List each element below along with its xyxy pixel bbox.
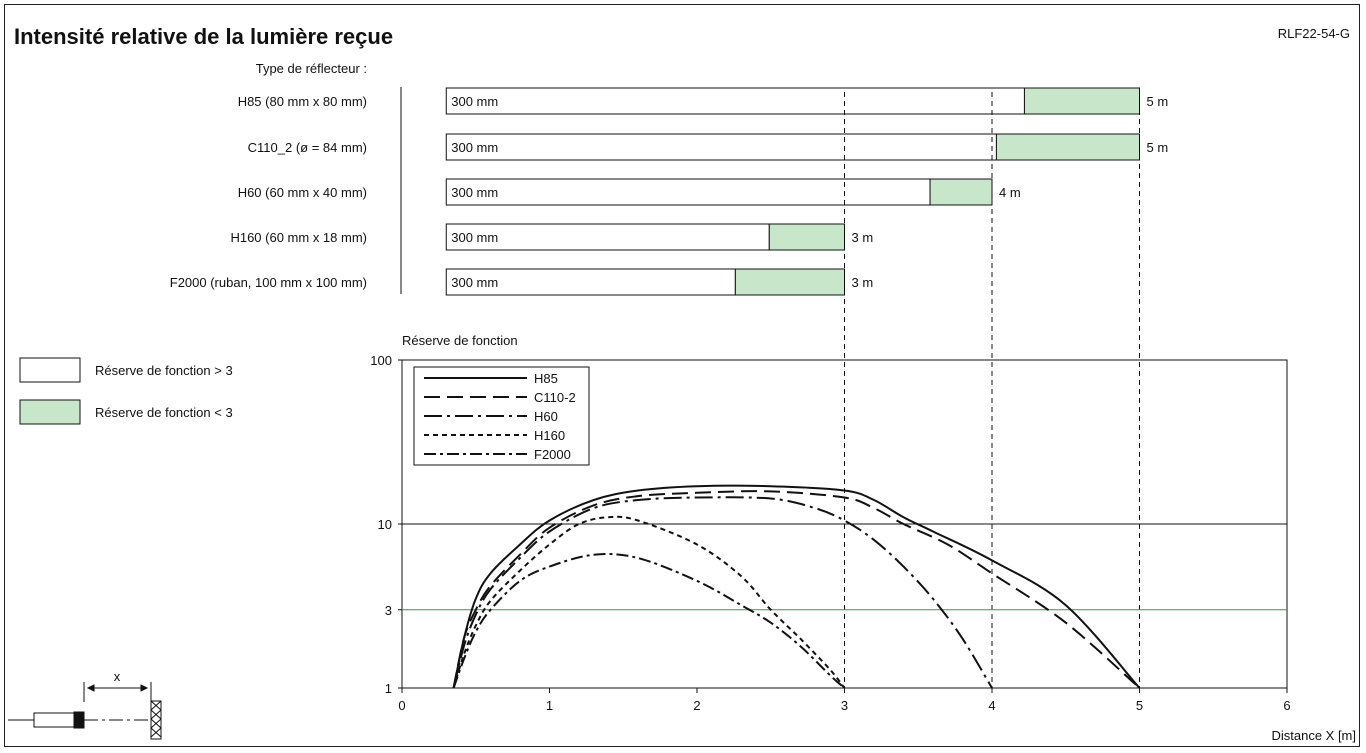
legend-over3-label: Réserve de fonction > 3 <box>95 363 233 378</box>
series-line-f2000 <box>454 554 845 688</box>
x-tick-label: 3 <box>841 698 848 713</box>
x-tick-label: 6 <box>1283 698 1290 713</box>
series-line-h85 <box>454 486 1140 688</box>
y-tick-label: 100 <box>370 353 392 368</box>
x-tick-label: 0 <box>398 698 405 713</box>
bar-start-label: 300 mm <box>451 275 498 290</box>
series-line-h60 <box>454 497 992 688</box>
bar-range-label: 5 m <box>1147 94 1169 109</box>
legend-series-label: C110-2 <box>534 390 576 405</box>
x-tick-label: 2 <box>693 698 700 713</box>
reflector-hatching <box>151 701 161 737</box>
bar-start-label: 300 mm <box>451 94 498 109</box>
bar-range-label: 3 m <box>852 230 874 245</box>
x-tick-label: 5 <box>1136 698 1143 713</box>
legend-under3-label: Réserve de fonction < 3 <box>95 405 233 420</box>
diagram-distance-label: x <box>114 669 121 684</box>
sensor-body <box>34 713 74 727</box>
bar-range-label: 3 m <box>852 275 874 290</box>
reflector-label: C110_2 (ø = 84 mm) <box>248 140 367 155</box>
diagram-arrow-left <box>88 685 94 691</box>
reflector-label: H60 (60 mm x 40 mm) <box>238 185 367 200</box>
reflector-label: H85 (80 mm x 80 mm) <box>238 94 367 109</box>
series-line-c110-2 <box>454 491 1140 688</box>
bar-start-label: 300 mm <box>451 140 498 155</box>
sensor-lens <box>74 712 84 728</box>
bar-reserve-under3 <box>996 134 1139 160</box>
y-tick-label: 1 <box>385 681 392 696</box>
bar-range-label: 5 m <box>1147 140 1169 155</box>
bar-reserve-over3 <box>446 134 996 160</box>
bar-start-label: 300 mm <box>451 230 498 245</box>
bar-reserve-over3 <box>446 179 930 205</box>
legend-series-label: H160 <box>534 428 565 443</box>
x-axis-title: Distance X [m] <box>1271 728 1356 743</box>
legend-series-label: H85 <box>534 371 558 386</box>
bar-reserve-over3 <box>446 88 1024 114</box>
reflector-heading: Type de réflecteur : <box>256 61 367 76</box>
legend-box-under3 <box>20 400 80 424</box>
y-tick-label: 10 <box>378 517 392 532</box>
legend-series-label: H60 <box>534 409 558 424</box>
x-tick-label: 1 <box>546 698 553 713</box>
y-tick-label: 3 <box>385 603 392 618</box>
bar-reserve-under3 <box>1024 88 1139 114</box>
bar-reserve-under3 <box>769 224 844 250</box>
diagram-arrow-right <box>141 685 147 691</box>
series-line-h160 <box>454 517 845 688</box>
legend-box-over3 <box>20 358 80 382</box>
bar-reserve-under3 <box>930 179 992 205</box>
distance-diagram <box>8 682 161 739</box>
x-tick-label: 4 <box>988 698 995 713</box>
bar-reserve-under3 <box>735 269 844 295</box>
reflector-bars: H85 (80 mm x 80 mm) 300 mm 5 m C110_2 (ø = … <box>170 88 1168 295</box>
bar-range-label: 4 m <box>999 185 1021 200</box>
reflector-label: F2000 (ruban, 100 mm x 100 mm) <box>170 275 367 290</box>
reflector-label: H160 (60 mm x 18 mm) <box>230 230 367 245</box>
y-axis-title: Réserve de fonction <box>402 333 518 348</box>
bar-start-label: 300 mm <box>451 185 498 200</box>
page-title: Intensité relative de la lumière reçue <box>14 24 393 49</box>
legend-series-label: F2000 <box>534 447 571 462</box>
product-code: RLF22-54-G <box>1278 26 1350 41</box>
